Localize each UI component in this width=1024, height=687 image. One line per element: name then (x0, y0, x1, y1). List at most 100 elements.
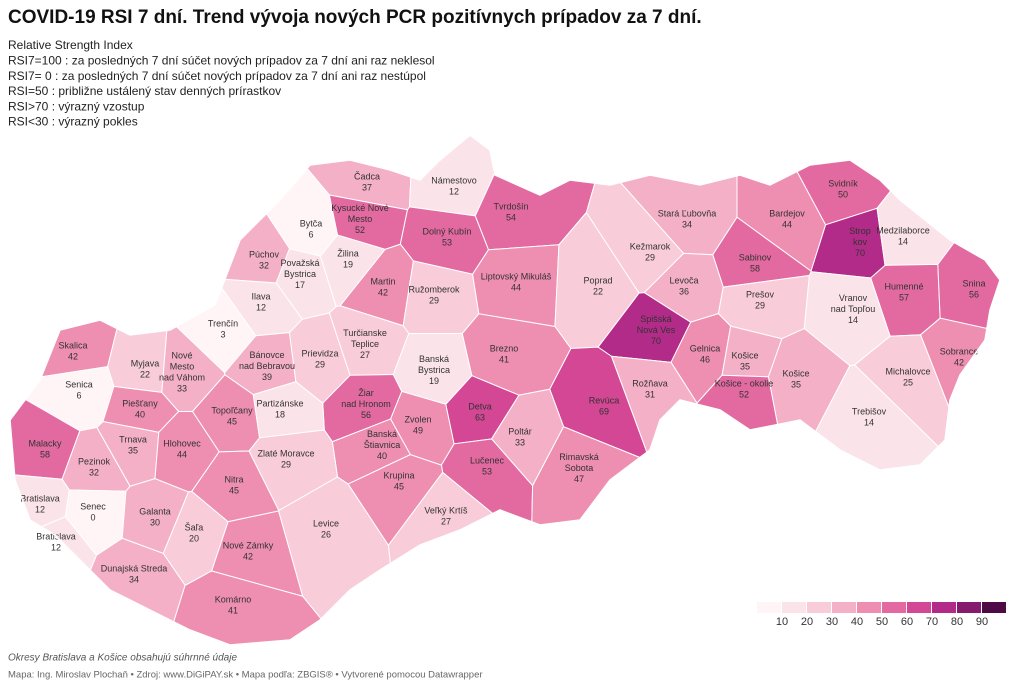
description-line: Relative Strength Index (8, 38, 133, 52)
district-name: Bytča (300, 219, 323, 229)
description-line: RSI7= 0 : za posledných 7 dní súčet nový… (8, 69, 426, 83)
district-name: Vranov (839, 293, 868, 303)
district-value: 6 (76, 391, 81, 401)
district-name: Trenčín (208, 319, 238, 329)
district-label: Bánovce nad Bebravou 39 (239, 350, 295, 382)
legend-tick-label: 10 (776, 616, 788, 628)
district-label: Zvolen 49 (404, 415, 431, 436)
district-name: Púchov (249, 250, 280, 260)
district-value: 57 (899, 293, 909, 303)
district-label: Svidník 50 (828, 179, 858, 200)
district-name: Rožňava (632, 379, 668, 389)
district-name: Košice (731, 351, 758, 361)
legend-swatch (807, 602, 831, 613)
district-label: Pezinok 32 (78, 457, 111, 478)
district-name: Skalica (58, 341, 87, 351)
district-name: Prešov (746, 290, 775, 300)
district-name: Myjava (131, 359, 160, 369)
district-label: Žilina 19 (337, 249, 359, 270)
district-value: 70 (855, 248, 865, 258)
district-name: nad Topľou (831, 304, 876, 314)
legend-tick-label: 70 (926, 616, 938, 628)
district-name: Kysucké Nové (331, 203, 389, 213)
district-name: Námestovo (431, 176, 477, 186)
district-name: Šaľa (185, 523, 204, 533)
district-name: nad Váhom (159, 373, 205, 383)
legend-swatch (782, 602, 806, 613)
district-name: Žiar (358, 388, 374, 398)
district-value: 40 (377, 451, 387, 461)
district-name: Medzilaborce (876, 226, 930, 236)
district-name: nad Hronom (341, 399, 391, 409)
district-value: 44 (782, 220, 792, 230)
district-value: 19 (429, 376, 439, 386)
district-name: Humenné (884, 282, 923, 292)
district (107, 253, 169, 393)
legend-tick-label: 90 (976, 616, 988, 628)
district-name: Bystrica (284, 269, 316, 279)
district-value: 22 (593, 287, 603, 297)
district-label: Šaľa 20 (185, 523, 204, 544)
district-label: Partizánske 18 (256, 399, 303, 420)
description-line: RSI>70 : výrazný vzostup (8, 99, 145, 113)
district-label: Tvrdošín 54 (493, 202, 528, 223)
legend-tick-label: 40 (851, 616, 863, 628)
district-name: Bánovce (249, 350, 284, 360)
district-label: Sabinov 58 (739, 253, 772, 274)
district-value: 58 (40, 450, 50, 460)
district-name: Zlaté Moravce (257, 449, 314, 459)
district-value: 69 (599, 407, 609, 417)
district-label: Malacky 58 (28, 439, 62, 460)
district-value: 32 (259, 261, 269, 271)
district-value: 19 (343, 260, 353, 270)
district-name: Liptovský Mikuláš (481, 272, 552, 282)
district-name: Komárno (215, 595, 252, 605)
district-value: 54 (506, 213, 516, 223)
district-label: Ilava 12 (251, 292, 270, 313)
legend-tick-label: 30 (826, 616, 838, 628)
district-name: Nová Ves (637, 325, 676, 335)
district-value: 12 (449, 187, 459, 197)
district-name: Považská (280, 258, 319, 268)
district-name: Nové Zámky (223, 541, 274, 551)
district-value: 35 (740, 362, 750, 372)
district-label: Gelnica 46 (690, 344, 721, 365)
district-label: Zlaté Moravce 29 (257, 449, 314, 470)
legend-tick-label: 80 (951, 616, 963, 628)
district-value: 29 (281, 460, 291, 470)
district-name: Levoča (669, 276, 698, 286)
district-label: Košice - okolie 52 (715, 379, 774, 400)
district-value: 35 (128, 446, 138, 456)
district-value: 42 (243, 552, 253, 562)
district-value: 40 (135, 410, 145, 420)
district-name: Hlohovec (163, 439, 201, 449)
district-name: Banská (419, 354, 449, 364)
district-label: Trnava 35 (119, 435, 147, 456)
legend-swatch (932, 602, 956, 613)
district-value: 42 (378, 288, 388, 298)
district-name: Snina (962, 279, 985, 289)
district-name: Svidník (828, 179, 858, 189)
district-value: 53 (482, 467, 492, 477)
district-value: 56 (361, 410, 371, 420)
legend-swatch (882, 602, 906, 613)
district-value: 39 (262, 372, 272, 382)
legend-swatch (982, 602, 1006, 613)
district-value: 32 (89, 468, 99, 478)
district-label: Stará Ľubovňa 34 (658, 209, 717, 230)
district-value: 18 (275, 410, 285, 420)
district-value: 45 (394, 482, 404, 492)
district-value: 6 (308, 230, 313, 240)
district-label: Banská Bystrica 19 (418, 354, 450, 386)
district-label: Prievidza 29 (301, 349, 338, 370)
district-name: nad Bebravou (239, 361, 295, 371)
district-label: Krupina 45 (383, 471, 414, 492)
district-name: Revúca (589, 396, 620, 406)
district-name: Bystrica (418, 365, 450, 375)
district-label: Sobrance 42 (940, 347, 979, 368)
district-value: 14 (848, 315, 858, 325)
district-name: Lučenec (470, 456, 505, 466)
description-line: RSI=50 : približne ustálený stav denných… (8, 84, 281, 98)
district-name: Sabinov (739, 253, 772, 263)
district-name: Košice (782, 369, 809, 379)
